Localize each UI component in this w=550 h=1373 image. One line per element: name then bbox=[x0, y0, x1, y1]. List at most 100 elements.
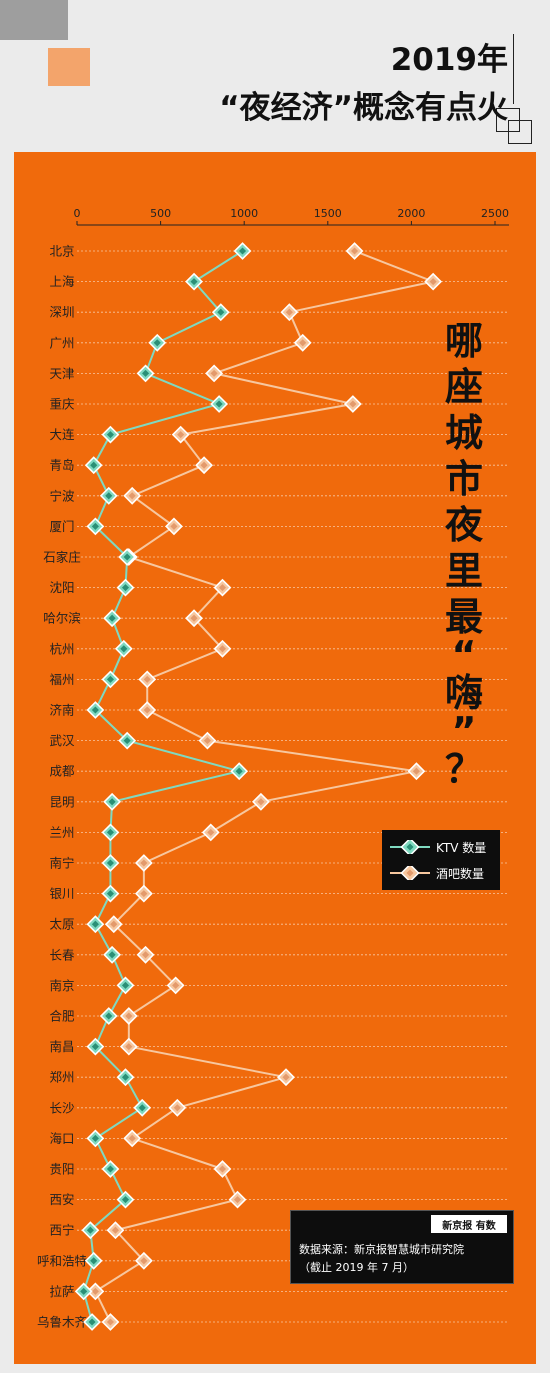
category-label: 呼和浩特 bbox=[37, 1253, 87, 1268]
category-label: 成都 bbox=[49, 764, 75, 779]
category-label: 昆明 bbox=[49, 794, 74, 809]
publisher-logo: 新京报 有数 bbox=[431, 1215, 507, 1233]
side-question: 哪 座 城 市 夜 里 最 “ 嗨 ” ？ bbox=[434, 318, 494, 792]
data-point-core bbox=[351, 247, 359, 255]
data-point-core bbox=[143, 706, 151, 714]
x-tick-label: 500 bbox=[150, 207, 171, 220]
data-point-core bbox=[140, 859, 148, 867]
data-point-core bbox=[105, 1012, 113, 1020]
data-point-core bbox=[142, 951, 150, 959]
category-label: 郑州 bbox=[49, 1070, 74, 1085]
data-point-core bbox=[349, 400, 357, 408]
data-point-core bbox=[106, 828, 114, 836]
data-point-core bbox=[121, 981, 130, 989]
data-point-core bbox=[142, 369, 150, 377]
category-label: 合肥 bbox=[49, 1009, 75, 1024]
data-point-core bbox=[257, 798, 265, 806]
source-line2: （截止 2019 年 7 月） bbox=[299, 1261, 414, 1274]
category-label: 宁波 bbox=[49, 488, 75, 503]
side-question-char: ” bbox=[451, 709, 477, 753]
data-point-core bbox=[108, 951, 116, 959]
data-point-core bbox=[218, 584, 226, 592]
category-label: 太原 bbox=[49, 917, 74, 932]
data-point-core bbox=[121, 584, 130, 592]
data-point-core bbox=[207, 828, 215, 836]
side-question-char: 座 bbox=[444, 365, 483, 409]
category-label: 深圳 bbox=[49, 305, 74, 320]
category-label: 上海 bbox=[49, 274, 75, 289]
data-point-core bbox=[235, 767, 243, 775]
data-point-core bbox=[105, 492, 113, 500]
data-point-core bbox=[153, 339, 161, 347]
category-label: 南宁 bbox=[49, 856, 74, 871]
category-label: 北京 bbox=[49, 244, 74, 259]
side-question-char: 城 bbox=[444, 411, 483, 455]
decorative-square-outline bbox=[508, 120, 532, 144]
data-point-core bbox=[215, 400, 223, 408]
data-point-core bbox=[106, 890, 114, 898]
category-label: 石家庄 bbox=[43, 550, 81, 565]
chart-panel bbox=[14, 152, 536, 1364]
data-point-core bbox=[106, 859, 114, 867]
category-label: 兰州 bbox=[49, 825, 74, 840]
data-point-core bbox=[123, 737, 131, 745]
category-label: 天津 bbox=[49, 366, 74, 381]
data-point-core bbox=[299, 339, 307, 347]
category-label: 西宁 bbox=[49, 1223, 74, 1238]
decorative-orange-block bbox=[48, 48, 90, 86]
data-point-core bbox=[170, 522, 178, 530]
x-tick-label: 0 bbox=[74, 207, 81, 220]
category-label: 重庆 bbox=[49, 397, 75, 412]
x-tick-label: 2000 bbox=[397, 207, 425, 220]
decorative-vertical-rule bbox=[513, 34, 514, 104]
data-point-core bbox=[200, 461, 208, 469]
category-label: 长沙 bbox=[49, 1100, 75, 1115]
side-question-char: 市 bbox=[444, 457, 483, 501]
data-point-core bbox=[190, 278, 198, 286]
side-question-char: ？ bbox=[444, 747, 483, 791]
category-label: 拉萨 bbox=[49, 1284, 74, 1299]
data-point-core bbox=[412, 767, 420, 775]
source-line1: 数据来源：新京报智慧城市研究院 bbox=[299, 1243, 464, 1256]
data-point-core bbox=[177, 431, 185, 439]
legend-ktv-label: KTV 数量 bbox=[436, 840, 487, 855]
data-point-core bbox=[106, 431, 114, 439]
category-label: 厦门 bbox=[49, 519, 74, 534]
category-label: 青岛 bbox=[49, 458, 74, 473]
legend-item-bar: 酒吧数量 bbox=[390, 863, 484, 883]
chart-legend: KTV 数量 酒吧数量 bbox=[382, 830, 500, 890]
data-point-core bbox=[91, 920, 99, 928]
data-point-core bbox=[190, 614, 198, 622]
x-tick-label: 1000 bbox=[230, 207, 258, 220]
category-label: 杭州 bbox=[49, 641, 74, 656]
category-label: 西安 bbox=[49, 1192, 74, 1207]
category-label: 武汉 bbox=[49, 733, 75, 748]
side-question-char: 嗨 bbox=[444, 671, 483, 715]
category-label: 贵阳 bbox=[49, 1162, 74, 1177]
data-point-core bbox=[140, 890, 148, 898]
page-title-line2: “夜经济”概念有点火 bbox=[219, 90, 508, 126]
data-point-core bbox=[125, 1012, 133, 1020]
data-point-core bbox=[217, 308, 225, 316]
data-point-core bbox=[172, 981, 180, 989]
data-point-core bbox=[203, 737, 211, 745]
category-label: 乌鲁木齐 bbox=[37, 1315, 88, 1330]
x-tick-label: 2500 bbox=[481, 207, 509, 220]
category-label: 南京 bbox=[49, 978, 74, 993]
category-label: 银川 bbox=[49, 886, 74, 901]
data-point-core bbox=[106, 675, 114, 683]
category-label: 广州 bbox=[49, 335, 74, 350]
side-question-char: 夜 bbox=[444, 503, 483, 547]
category-label: 济南 bbox=[49, 703, 74, 718]
data-point-core bbox=[120, 645, 128, 653]
legend-item-ktv: KTV 数量 bbox=[390, 837, 486, 857]
data-point-core bbox=[108, 614, 116, 622]
data-point-core bbox=[210, 369, 218, 377]
category-label: 福州 bbox=[49, 672, 74, 687]
data-point-core bbox=[90, 461, 98, 469]
data-point-core bbox=[110, 920, 118, 928]
source-box: 新京报 有数 数据来源：新京报智慧城市研究院 （截止 2019 年 7 月） bbox=[290, 1210, 514, 1284]
data-point-core bbox=[429, 278, 437, 286]
category-label: 大连 bbox=[49, 427, 75, 442]
